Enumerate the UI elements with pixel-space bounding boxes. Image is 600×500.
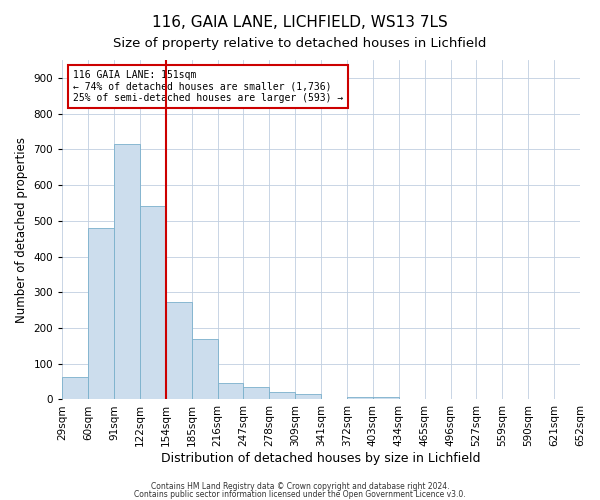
Bar [295, 394, 321, 400]
Text: Contains HM Land Registry data © Crown copyright and database right 2024.: Contains HM Land Registry data © Crown c… [151, 482, 449, 491]
Text: 116, GAIA LANE, LICHFIELD, WS13 7LS: 116, GAIA LANE, LICHFIELD, WS13 7LS [152, 15, 448, 30]
Text: 116 GAIA LANE: 151sqm
← 74% of detached houses are smaller (1,736)
25% of semi-d: 116 GAIA LANE: 151sqm ← 74% of detached … [73, 70, 343, 103]
Bar [244, 387, 269, 400]
Text: Size of property relative to detached houses in Lichfield: Size of property relative to detached ho… [113, 38, 487, 51]
Bar [269, 392, 295, 400]
Bar [62, 378, 88, 400]
Bar [166, 302, 191, 400]
Bar [191, 338, 218, 400]
X-axis label: Distribution of detached houses by size in Lichfield: Distribution of detached houses by size … [161, 452, 481, 465]
Bar [218, 382, 244, 400]
Bar [373, 396, 399, 400]
Text: Contains public sector information licensed under the Open Government Licence v3: Contains public sector information licen… [134, 490, 466, 499]
Bar [88, 228, 114, 400]
Bar [140, 206, 166, 400]
Bar [347, 396, 373, 400]
Bar [114, 144, 140, 400]
Y-axis label: Number of detached properties: Number of detached properties [15, 136, 28, 322]
